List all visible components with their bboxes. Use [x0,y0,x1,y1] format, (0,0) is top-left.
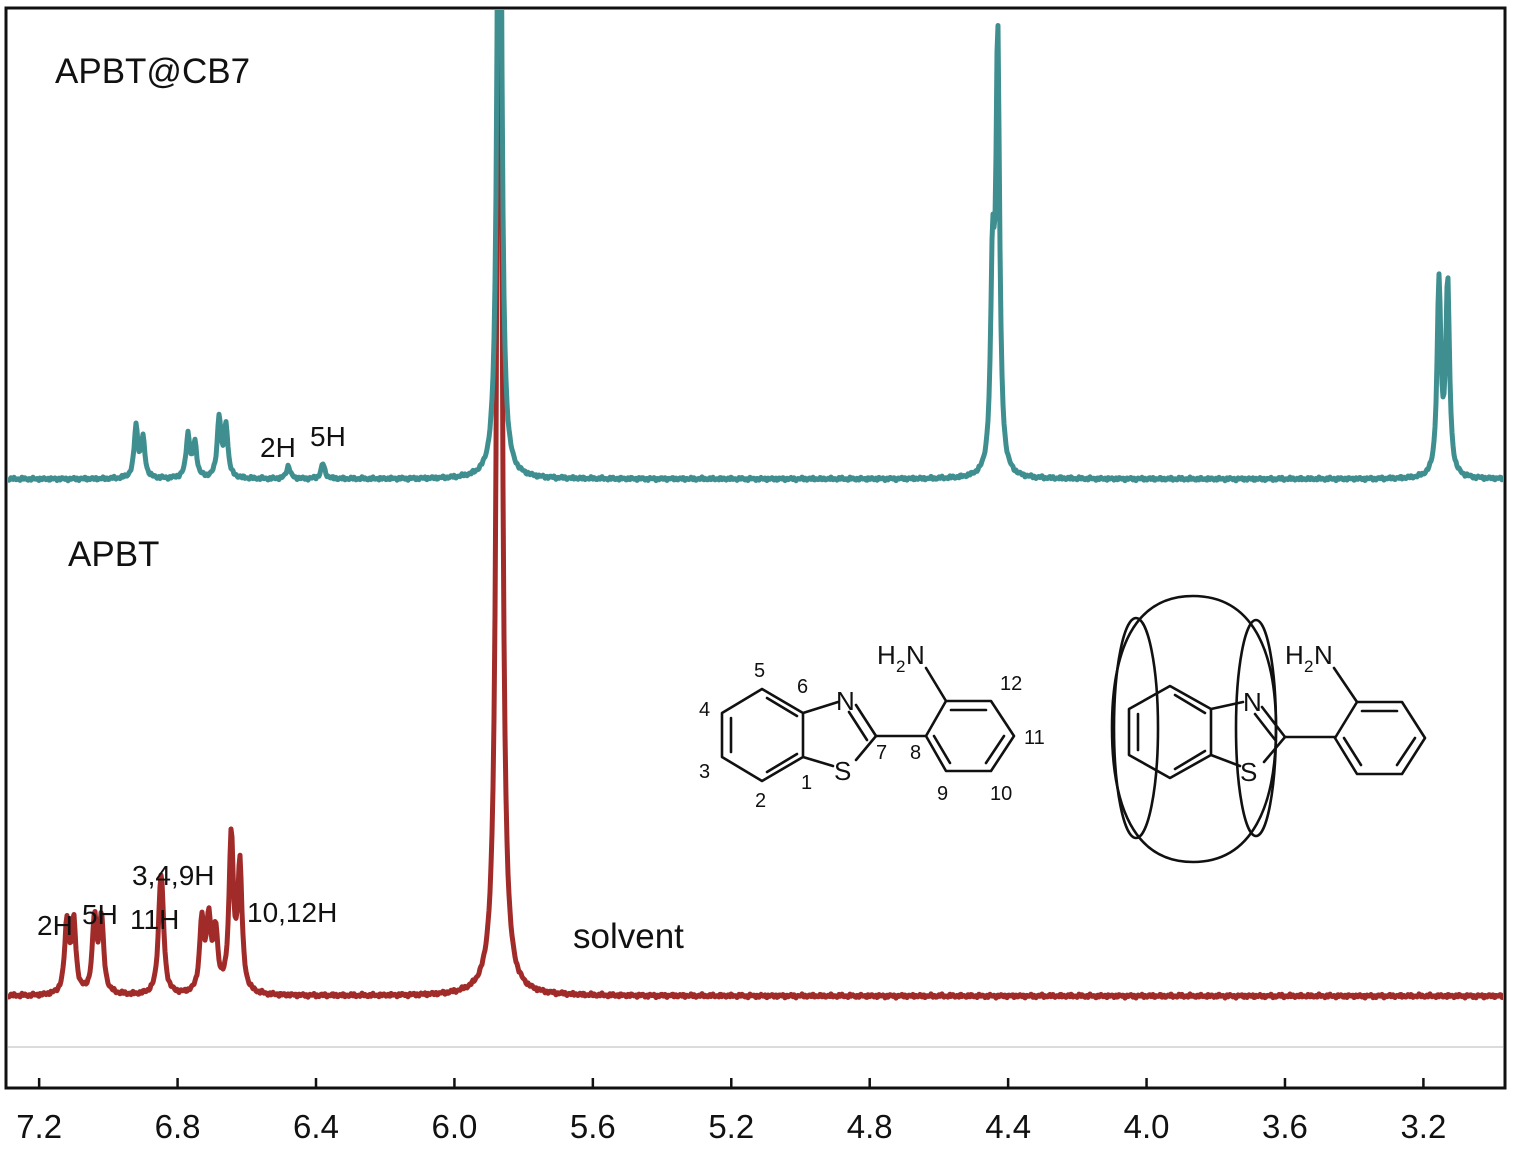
x-tick-label: 3.6 [1262,1108,1308,1145]
complex-amine-h: H [1285,640,1304,670]
cucurbituril-left-portal [1112,616,1160,840]
atom-number-4: 4 [699,699,710,721]
apbt-amine-h: H [877,640,896,670]
annotation-top-2h: 2H [260,432,296,463]
x-axis: 7.2 6.8 6.4 6.0 5.6 5.2 4.8 4.4 4.0 3.6 3.2 [16,1078,1446,1145]
annotation-bottom-349h: 3,4,9H [132,860,215,891]
atom-number-9: 9 [937,783,948,805]
x-tick-label: 3.2 [1400,1108,1446,1145]
annotation-bottom-5h: 5H [82,899,118,930]
x-tick-label: 6.8 [155,1108,201,1145]
atom-number-8: 8 [910,742,921,764]
x-tick-label: 7.2 [16,1108,62,1145]
annotation-solvent: solvent [573,917,684,956]
trace-apbt-cb7 [8,10,1503,484]
annotation-bottom-1012h: 10,12H [247,897,337,928]
trace-apbt [8,10,1503,1001]
apbt-amine-sub: 2 [896,657,905,676]
annotation-bottom-2h: 2H [37,910,73,941]
atom-number-7: 7 [876,742,887,764]
atom-number-11: 11 [1024,727,1045,749]
apbt-atom-s: S [834,756,851,786]
apbt-amine-n: N [906,640,925,670]
complex-atom-s: S [1240,757,1257,787]
x-tick-label: 6.0 [431,1108,477,1145]
cucurbituril-right-portal [1234,618,1278,838]
complex-amine-sub: 2 [1304,657,1313,676]
x-tick-label: 6.4 [293,1108,339,1145]
atom-number-6: 6 [797,676,808,698]
plot-frame [4,6,1507,1090]
x-tick-label: 5.6 [570,1108,616,1145]
trace-title-apbt: APBT [68,535,159,574]
annotation-top-5h: 5H [310,421,346,452]
x-tick-label: 4.4 [985,1108,1031,1145]
x-tick-label: 4.0 [1124,1108,1170,1145]
complex-amine-n: N [1314,640,1333,670]
apbt-atom-n: N [836,686,855,716]
x-tick-label: 4.8 [847,1108,893,1145]
x-tick-label: 5.2 [708,1108,754,1145]
trace-title-apbt-cb7: APBT@CB7 [55,52,250,91]
apbt-structure: N S H 2 N 1 2 3 4 5 6 7 8 9 10 11 12 [699,640,1045,812]
complex-atom-n: N [1243,687,1262,717]
atom-number-3: 3 [699,761,710,783]
spectra-traces [8,10,1503,1001]
apbt-cb7-complex-structure: N S H 2 N [1110,594,1427,864]
atom-number-1: 1 [801,772,812,794]
atom-number-5: 5 [754,660,765,682]
annotation-bottom-11h: 11H [130,904,179,935]
atom-number-12: 12 [1000,673,1022,695]
atom-number-10: 10 [990,783,1012,805]
atom-number-2: 2 [755,790,766,812]
